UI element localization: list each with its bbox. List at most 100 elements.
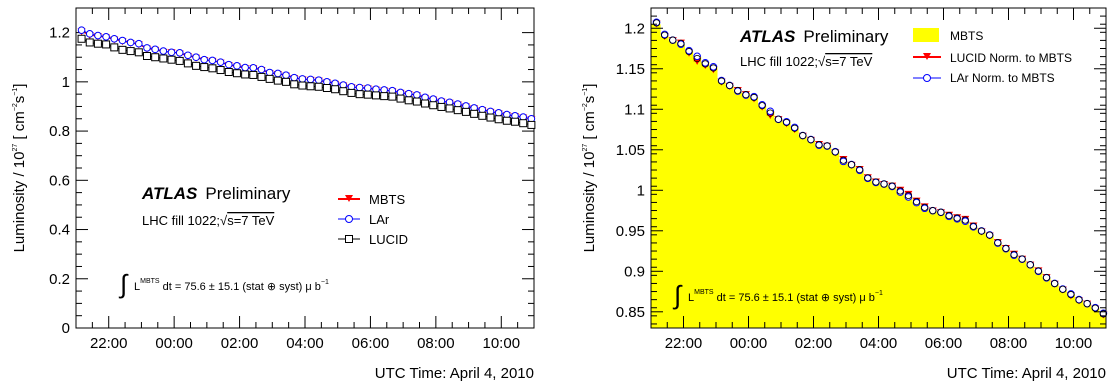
lar-point: [143, 44, 151, 52]
combined-point: [726, 82, 734, 90]
combined-point: [758, 102, 766, 110]
lar-point: [274, 69, 282, 78]
x-tick-label: 04:00: [286, 335, 324, 352]
x-tick-label: 04:00: [860, 335, 898, 352]
combined-point: [847, 161, 856, 169]
y-tick-label: 1: [62, 74, 70, 91]
lar-point: [175, 49, 184, 57]
lar-point: [413, 91, 421, 99]
lar-point: [298, 75, 307, 83]
y-tick-label: 0: [62, 320, 70, 337]
combined-point: [961, 216, 969, 224]
lucid-point: [331, 85, 340, 94]
combined-point: [709, 64, 718, 72]
combined-point: [717, 77, 726, 85]
y-tick-label: 1.2: [49, 25, 70, 42]
lar-point: [94, 31, 102, 40]
x-tick-label: 00:00: [730, 335, 768, 352]
lucid-point: [249, 70, 258, 79]
combined-point: [831, 148, 839, 156]
left-legend: MBTS LAr LUCID: [338, 192, 408, 247]
lar-point: [233, 62, 241, 70]
svg-text:LMBTS dt = 75.6 ± 15.1 (stat ⊕: LMBTS dt = 75.6 ± 15.1 (stat ⊕ syst) μ b…: [688, 289, 883, 304]
lucid-point: [461, 107, 470, 116]
x-tick-label: 22:00: [665, 335, 703, 352]
combined-point: [815, 141, 823, 149]
lar-point: [77, 26, 86, 34]
right-atlas-label: ATLAS Preliminary: [739, 27, 889, 46]
lucid-point: [486, 113, 495, 122]
lar-point: [167, 48, 176, 57]
right-series-layer: [652, 18, 1108, 319]
combined-point: [1083, 300, 1091, 308]
combined-point: [1051, 279, 1059, 288]
lar-point: [241, 63, 249, 72]
combined-point: [929, 207, 937, 215]
x-tick-label: 00:00: [155, 335, 193, 352]
svg-text:LMBTS dt = 75.6 ± 15.1 (stat ⊕: LMBTS dt = 75.6 ± 15.1 (stat ⊕ syst) μ b…: [134, 278, 329, 293]
x-tick-label: 10:00: [1055, 335, 1093, 352]
combined-point: [986, 231, 994, 239]
lucid-point: [380, 92, 389, 101]
lucid-point: [134, 48, 143, 57]
lar-norm-point: [693, 52, 701, 61]
right-y-axis-label: Luminosity / 1027 [ cm−2s−1]: [581, 84, 598, 253]
lar-point: [290, 73, 299, 82]
combined-point: [994, 238, 1002, 247]
combined-point: [807, 136, 815, 144]
lucid-point: [118, 45, 127, 54]
right-mbts-area: [651, 24, 1106, 328]
lucid-point: [208, 64, 217, 73]
combined-point: [953, 214, 961, 222]
combined-point: [799, 132, 807, 140]
combined-point: [1042, 273, 1051, 282]
combined-point: [701, 60, 709, 68]
combined-point: [750, 93, 758, 102]
combined-point: [669, 36, 677, 44]
combined-point: [774, 115, 783, 123]
lar-norm-point: [766, 107, 775, 116]
svg-text:LAr Norm. to MBTS: LAr Norm. to MBTS: [950, 71, 1055, 85]
lar-point: [151, 45, 159, 54]
lar-point: [249, 64, 258, 72]
lar-norm-point: [904, 193, 913, 201]
y-tick-label: 1: [637, 182, 645, 199]
combined-point: [937, 208, 945, 216]
lucid-point: [77, 34, 86, 43]
svg-text:LUCID: LUCID: [369, 232, 408, 247]
lar-point: [364, 84, 372, 92]
svg-text:MBTS: MBTS: [950, 29, 983, 43]
lar-point: [200, 55, 209, 64]
lucid-point: [470, 109, 479, 118]
lar-point: [192, 53, 200, 62]
combined-point: [969, 222, 978, 230]
lucid-point: [273, 76, 282, 85]
legend-entry-lar: LAr: [338, 212, 390, 227]
lar-point: [257, 65, 266, 74]
right-x-axis-label: UTC Time: April 4, 2010: [947, 365, 1106, 382]
combined-point: [977, 227, 986, 235]
lucid-point: [102, 40, 111, 49]
combined-point: [1018, 255, 1026, 263]
svg-text:∫: ∫: [118, 269, 129, 299]
lar-point: [135, 39, 143, 48]
lucid-point: [265, 74, 274, 83]
lucid-point: [502, 116, 511, 125]
combined-point: [1034, 267, 1043, 275]
lucid-point: [339, 87, 348, 96]
combined-point: [856, 166, 864, 174]
lucid-point: [478, 111, 487, 120]
y-tick-label: 0.4: [49, 222, 70, 239]
lucid-point: [363, 90, 372, 99]
right-legend: MBTS LUCID Norm. to MBTS LAr Norm. to MB…: [913, 28, 1072, 85]
combined-point: [1002, 244, 1010, 252]
lucid-point: [314, 82, 323, 91]
lucid-point: [371, 91, 380, 100]
combined-point: [839, 156, 848, 164]
lar-point: [85, 30, 94, 38]
left-atlas-label: ATLAS Preliminary: [141, 184, 291, 203]
lucid-point: [298, 81, 307, 90]
lar-point: [110, 34, 119, 43]
lucid-point: [142, 52, 151, 60]
y-tick-label: 1.15: [616, 61, 645, 78]
